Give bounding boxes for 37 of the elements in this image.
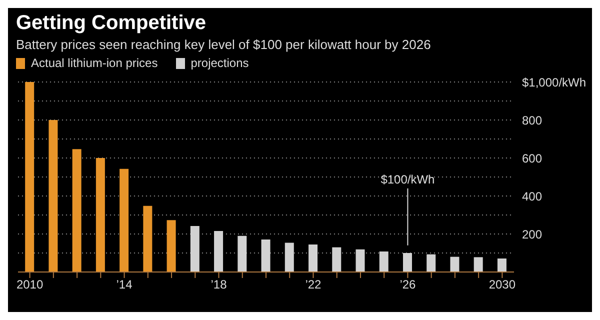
bar bbox=[238, 236, 247, 272]
y-tick-label: 200 bbox=[522, 227, 542, 242]
y-tick-label: 400 bbox=[522, 189, 542, 204]
x-tick-label: ’18 bbox=[210, 278, 228, 292]
chart-title: Getting Competitive bbox=[15, 11, 208, 35]
bar bbox=[143, 206, 152, 272]
bar bbox=[332, 247, 342, 272]
bar bbox=[261, 240, 270, 272]
bar bbox=[497, 258, 506, 272]
bar bbox=[96, 158, 105, 272]
bar bbox=[284, 242, 294, 272]
bar bbox=[72, 149, 82, 272]
bar bbox=[25, 82, 34, 272]
legend-label: Actual lithium-ion prices bbox=[31, 56, 158, 70]
y-tick-label: $1,000/kWh bbox=[522, 75, 586, 90]
legend-label: projections bbox=[190, 56, 249, 70]
chart-subtitle: Battery prices seen reaching key level of $100 per kilowatt hour by 2026 bbox=[15, 36, 432, 52]
bar bbox=[190, 226, 200, 272]
x-tick-label: 2030 bbox=[488, 278, 516, 292]
bar bbox=[379, 251, 388, 272]
bar bbox=[426, 254, 436, 272]
bar bbox=[450, 256, 460, 272]
x-tick-label: ’22 bbox=[305, 278, 322, 292]
y-tick-label: 800 bbox=[522, 113, 542, 128]
x-tick-label: ’14 bbox=[116, 278, 133, 292]
y-tick-label: 600 bbox=[522, 151, 542, 166]
bar bbox=[48, 120, 58, 272]
bar bbox=[308, 244, 318, 272]
bar bbox=[402, 253, 412, 272]
bar bbox=[356, 249, 365, 272]
x-tick-label: ’26 bbox=[400, 278, 416, 292]
bar bbox=[474, 257, 483, 272]
bar bbox=[166, 220, 176, 272]
bar bbox=[120, 168, 129, 272]
bar bbox=[214, 230, 224, 272]
x-tick-label: 2010 bbox=[16, 278, 44, 292]
annotation: $100/kWh bbox=[380, 172, 435, 186]
